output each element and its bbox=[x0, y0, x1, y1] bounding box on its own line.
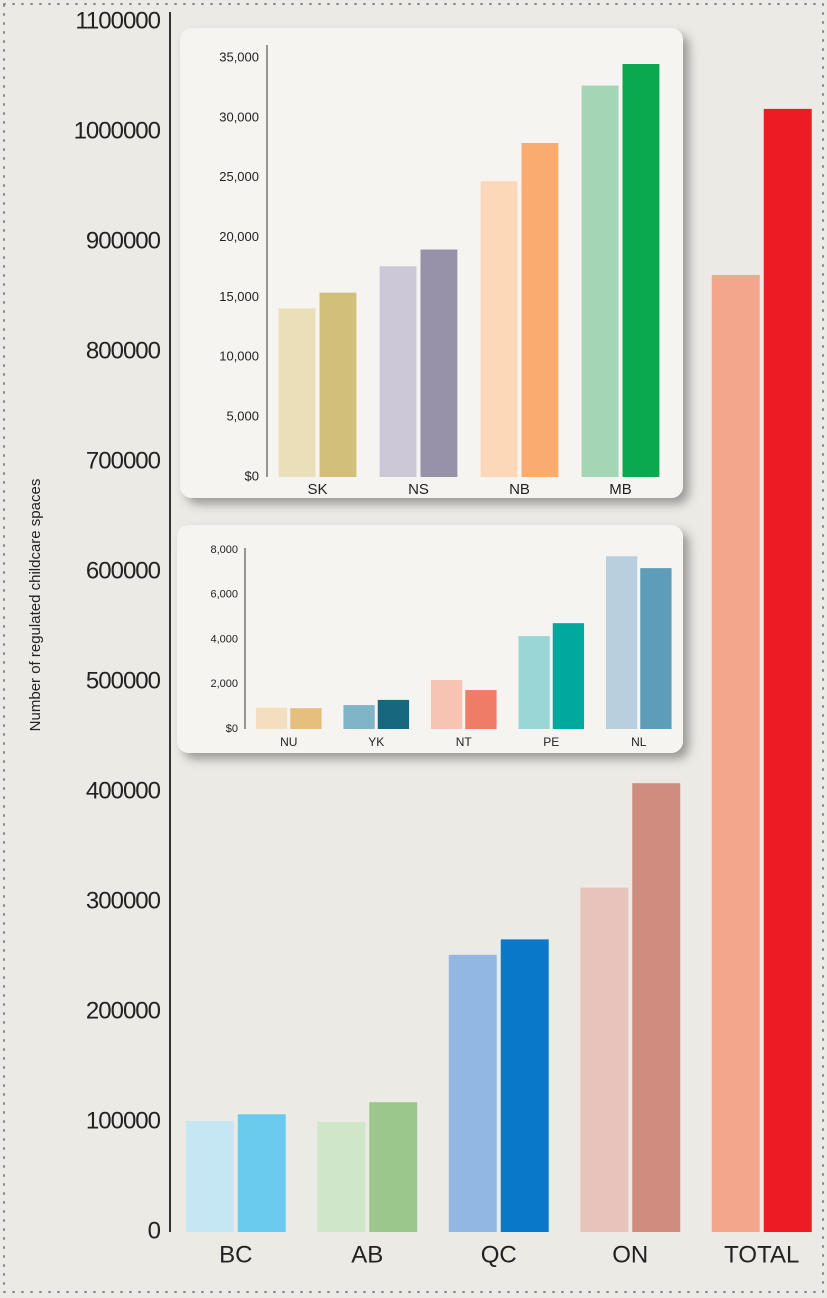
y-tick-label: 25,000 bbox=[219, 169, 259, 184]
y-tick-label: 0 bbox=[148, 1217, 161, 1244]
x-tick-label: MB bbox=[609, 481, 632, 498]
bar bbox=[622, 63, 660, 477]
bar bbox=[580, 887, 629, 1232]
x-tick-label: NT bbox=[456, 735, 473, 749]
y-tick-label: 5,000 bbox=[226, 409, 259, 424]
y-tick-label: 300000 bbox=[86, 887, 161, 914]
bar bbox=[521, 142, 559, 478]
x-tick-label: TOTAL bbox=[724, 1241, 799, 1268]
x-tick-label: YK bbox=[368, 735, 384, 749]
y-tick-label: 30,000 bbox=[219, 109, 259, 124]
y-tick-label: 900000 bbox=[86, 227, 161, 254]
y-tick-label: 400000 bbox=[86, 777, 161, 804]
x-tick-label: ON bbox=[612, 1241, 648, 1268]
x-tick-label: QC bbox=[481, 1241, 517, 1268]
y-tick-label: 20,000 bbox=[219, 229, 259, 244]
inset-chart: $0 5,000 10,000 15,000 20,000 25,000 30,000 35,… bbox=[219, 45, 660, 498]
y-tick-label: 35,000 bbox=[219, 49, 259, 64]
bar bbox=[581, 85, 619, 477]
bar bbox=[290, 708, 322, 729]
x-tick-label: BC bbox=[219, 1241, 252, 1268]
x-tick-label: AB bbox=[351, 1241, 383, 1268]
x-tick-label: NL bbox=[631, 735, 647, 749]
bar bbox=[319, 292, 357, 477]
bar bbox=[605, 556, 638, 729]
y-tick-label: $0 bbox=[245, 468, 259, 483]
bar bbox=[632, 783, 681, 1232]
bar bbox=[518, 636, 550, 729]
y-tick-label: 500000 bbox=[86, 667, 161, 694]
bar bbox=[379, 266, 417, 477]
y-tick-label: 1000000 bbox=[74, 117, 161, 144]
bar bbox=[377, 699, 410, 729]
y-tick-label: 4,000 bbox=[210, 633, 238, 645]
x-tick-label: NS bbox=[408, 481, 429, 498]
bar bbox=[343, 705, 375, 729]
bar bbox=[552, 623, 585, 729]
bar bbox=[255, 707, 288, 729]
bar bbox=[711, 275, 760, 1232]
x-tick-label: NU bbox=[280, 735, 297, 749]
y-axis-label: Number of regulated childcare spaces bbox=[27, 479, 44, 732]
bar bbox=[369, 1102, 418, 1232]
bar bbox=[763, 108, 812, 1232]
y-tick-label: 700000 bbox=[86, 447, 161, 474]
x-tick-label: NB bbox=[509, 481, 530, 498]
y-tick-label: 1100000 bbox=[75, 7, 160, 34]
y-tick-label: 6,000 bbox=[210, 589, 238, 601]
y-tick-label: 15,000 bbox=[219, 289, 259, 304]
bar bbox=[185, 1120, 234, 1232]
y-tick-label: 8,000 bbox=[210, 544, 238, 556]
y-tick-label: 10,000 bbox=[219, 349, 259, 364]
bar bbox=[278, 308, 316, 477]
x-tick-label: SK bbox=[307, 481, 327, 498]
y-tick-label: 2,000 bbox=[210, 678, 238, 690]
bar bbox=[237, 1114, 286, 1232]
bar bbox=[420, 249, 458, 477]
bar bbox=[465, 690, 497, 729]
bar bbox=[480, 181, 518, 477]
y-tick-label: 800000 bbox=[86, 337, 161, 364]
bar bbox=[640, 568, 672, 729]
y-tick-label: 600000 bbox=[86, 557, 161, 584]
bar bbox=[430, 679, 463, 729]
x-tick-label: PE bbox=[543, 735, 559, 749]
bar bbox=[317, 1122, 366, 1232]
main-chart: 0 100000 200000 300000 400000 500000 600000 700… bbox=[74, 7, 812, 1268]
bar bbox=[500, 939, 549, 1232]
y-tick-label: 200000 bbox=[86, 997, 161, 1024]
y-tick-label: 100000 bbox=[86, 1107, 161, 1134]
inset-chart: $0 2,000 4,000 6,000 8,000 NU YK NT PE NL bbox=[210, 544, 672, 749]
y-tick-label: $0 bbox=[226, 723, 238, 735]
bar bbox=[448, 954, 497, 1232]
